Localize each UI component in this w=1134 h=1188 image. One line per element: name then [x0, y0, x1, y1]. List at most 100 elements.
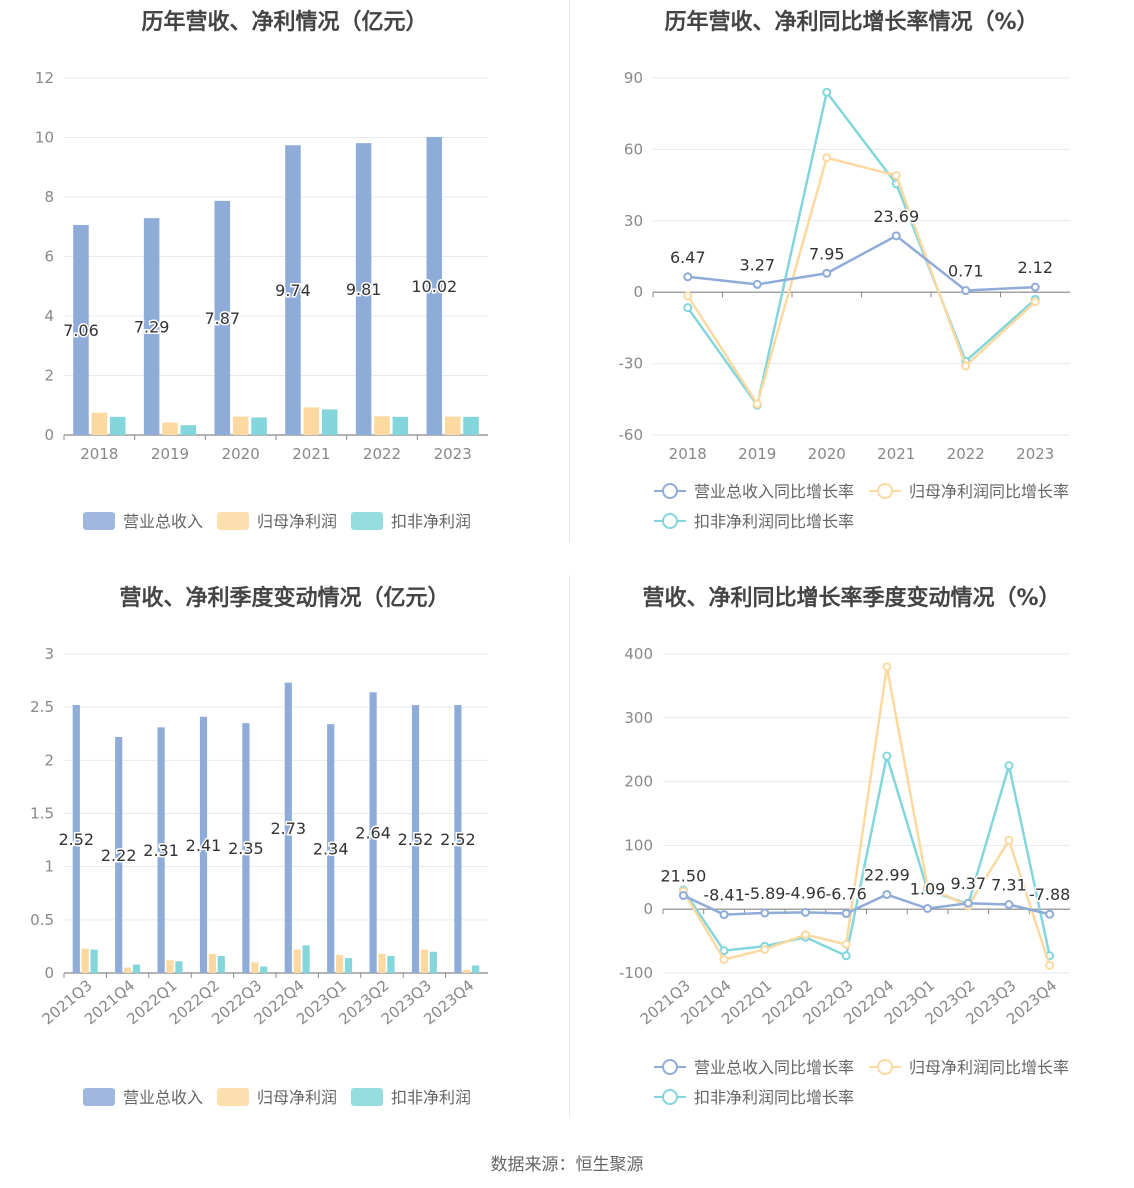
chart2-data-label-3: 23.69	[873, 207, 919, 226]
chart4-point-0-0	[678, 890, 688, 900]
chart3-bar-1-3	[208, 953, 217, 973]
chart3-legend-label-2: 扣非净利润	[391, 1088, 471, 1107]
chart3-bar-0-8	[411, 705, 420, 973]
chart3-bar-0-6	[327, 724, 335, 973]
chart1-bar-0-1	[143, 218, 160, 435]
chart3-bar-1-8	[420, 949, 429, 973]
chart4-point-0-3	[800, 907, 810, 917]
chart4-legend-label-2: 扣非净利润同比增长率	[694, 1088, 854, 1107]
chart4-point-0-7	[963, 898, 973, 908]
chart2-series-line-2	[686, 89, 1037, 409]
chart3-bar-2-8	[429, 951, 437, 973]
chart2-point-2-2	[822, 87, 832, 97]
chart3-bar-2-9	[472, 965, 480, 973]
chart2-y-tick-label-1: -30	[619, 355, 644, 373]
chart3-y-tick-label-4: 2	[44, 751, 54, 769]
chart2-legend-label-0: 营业总收入同比增长率	[694, 482, 854, 501]
chart3-y-tick-label-3: 1.5	[30, 805, 54, 823]
chart2-x-tick-label-1: 2019	[738, 445, 776, 463]
chart2-y-tick-label-3: 30	[624, 212, 643, 230]
chart1-x-tick-label-1: 2019	[151, 445, 189, 463]
chart1-y-tick-label-1: 2	[44, 367, 54, 385]
chart1-bar-0-0	[73, 224, 89, 435]
chart3-bar-1-9	[463, 969, 471, 973]
chart4-y-tick-label-3: 200	[624, 773, 653, 791]
chart1-data-label-1: 7.29	[134, 318, 170, 337]
chart3-title: 营收、净利季度变动情况（亿元）	[119, 586, 450, 611]
chart2-y-tick-label-0: -60	[619, 426, 644, 444]
chart4-point-2-8	[1004, 761, 1014, 771]
vertical-divider-top	[569, 0, 570, 542]
chart3-bar-0-7	[369, 692, 377, 973]
chart2-title: 历年营收、净利同比增长率情况（%）	[664, 10, 1039, 35]
chart2-legend-label-2: 扣非净利润同比增长率	[694, 512, 854, 531]
chart1-bar-2-2	[251, 417, 267, 435]
chart4-legend-marker-0	[662, 1059, 678, 1075]
chart2-x-tick-label-5: 2023	[1016, 445, 1054, 463]
chart3-y-tick-label-6: 3	[44, 645, 54, 663]
chart4-quarterly-growth-rate: -10001002003004002021Q32021Q42022Q12022Q…	[619, 645, 1072, 1107]
chart4-series-line-0	[682, 893, 1050, 916]
chart3-bar-1-0	[81, 948, 89, 973]
chart1-x-tick-label-2: 2020	[222, 445, 260, 463]
chart4-point-0-5	[882, 890, 892, 900]
chart3-bar-1-2	[166, 960, 174, 973]
chart2-x-tick-label-0: 2018	[669, 445, 707, 463]
chart4-point-0-8	[1004, 900, 1014, 910]
chart1-bar-0-4	[355, 143, 372, 435]
chart3-bar-1-5	[293, 949, 301, 973]
chart1-bar-1-3	[303, 407, 320, 435]
chart1-data-label-2: 7.87	[204, 309, 240, 328]
chart3-bar-0-2	[157, 727, 165, 973]
chart1-bar-2-0	[109, 416, 126, 435]
chart2-point-1-4	[961, 361, 971, 371]
chart4-legend-label-0: 营业总收入同比增长率	[694, 1058, 854, 1077]
chart4-series-line-1	[682, 666, 1051, 966]
chart4-title: 营收、净利同比增长率季度变动情况（%）	[642, 586, 1061, 611]
chart3-bar-0-3	[199, 716, 208, 973]
chart3-y-tick-label-1: 0.5	[30, 911, 54, 929]
chart4-point-2-5	[882, 751, 892, 761]
chart4-data-label-7: 9.37	[950, 874, 986, 893]
chart4-legend-marker-2	[662, 1089, 678, 1105]
chart2-point-1-3	[891, 171, 901, 181]
chart3-y-tick-label-2: 1	[44, 858, 54, 876]
chart1-bar-0-3	[285, 145, 301, 436]
chart2-annual-growth-rate: -60 -30 0 30 60 90 2018 2019 2020 2021 2022 2023 6.4…	[619, 69, 1070, 531]
chart1-y-tick-label-5: 10	[35, 129, 54, 147]
chart3-y-tick-label-0: 0	[44, 964, 54, 982]
chart4-point-1-5	[882, 662, 892, 672]
chart3-data-label-4: 2.35	[228, 839, 264, 858]
chart4-data-label-4: -6.76	[825, 885, 866, 904]
chart1-y-tick-label-6: 12	[35, 69, 54, 87]
chart2-legend-label-1: 归母净利润同比增长率	[909, 482, 1069, 501]
chart1-bar-1-0	[91, 412, 108, 435]
chart4-data-label-5: 22.99	[864, 866, 910, 885]
chart2-point-0-0	[683, 272, 693, 282]
chart3-data-label-6: 2.34	[313, 840, 349, 859]
chart4-y-tick-label-2: 100	[624, 836, 653, 854]
chart1-y-tick-label-3: 6	[44, 248, 54, 266]
chart4-point-0-4	[841, 909, 851, 919]
chart1-data-label-4: 9.81	[346, 280, 382, 299]
chart1-x-tick-label-4: 2022	[363, 445, 401, 463]
chart2-data-label-2: 7.95	[809, 244, 845, 263]
chart4-point-1-4	[841, 939, 851, 949]
chart3-y-tick-label-5: 2.5	[30, 698, 54, 716]
chart4-y-tick-label-0: -100	[619, 964, 653, 982]
chart4-point-1-3	[800, 930, 810, 940]
chart2-legend-marker-2	[662, 513, 678, 529]
chart3-bar-0-5	[284, 682, 292, 973]
chart3-data-label-2: 2.31	[143, 841, 179, 860]
chart4-point-1-6	[923, 882, 933, 892]
chart4-point-1-2	[760, 944, 770, 954]
chart4-series-line-2	[682, 755, 1051, 958]
chart4-point-0-6	[923, 904, 933, 914]
chart2-data-label-5: 2.12	[1017, 258, 1053, 277]
chart1-bar-1-1	[162, 422, 178, 435]
chart3-bar-0-9	[454, 705, 462, 973]
chart2-data-label-4: 0.71	[948, 262, 984, 281]
chart3-data-label-9: 2.52	[440, 830, 476, 849]
chart1-legend-label-1: 归母净利润	[257, 512, 337, 531]
chart3-bar-2-4	[260, 966, 268, 973]
